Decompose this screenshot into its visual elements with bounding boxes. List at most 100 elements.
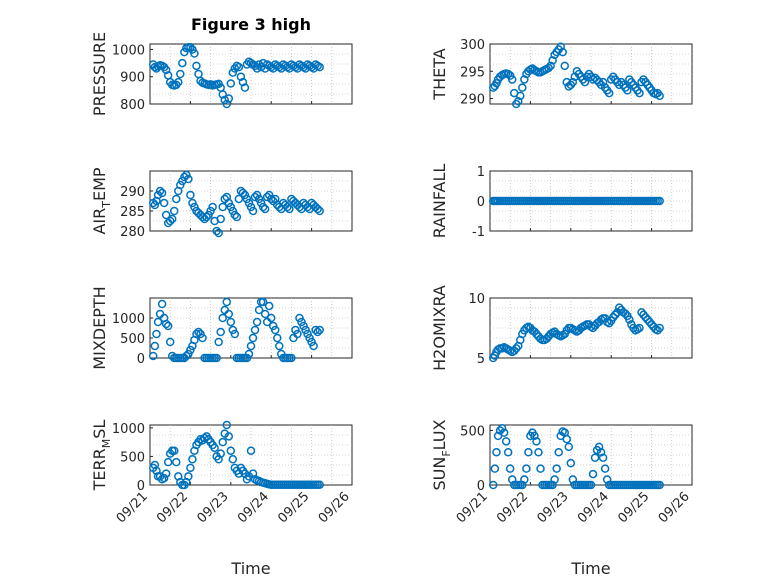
data-point	[184, 349, 193, 359]
y-tick-label: 0	[137, 352, 145, 367]
data-point	[623, 86, 632, 95]
data-point	[196, 329, 205, 339]
x-axis-label: Time	[230, 559, 270, 578]
data-point	[159, 473, 169, 483]
data-point	[307, 337, 316, 347]
data-point	[163, 457, 173, 467]
y-tick-label: 295	[460, 65, 485, 80]
data-point	[291, 325, 300, 335]
y-tick-label: 280	[120, 225, 145, 240]
y-tick-label: 1	[477, 165, 485, 180]
data-point	[214, 337, 223, 347]
data-point	[655, 323, 664, 333]
data-point	[190, 202, 199, 212]
data-point	[218, 202, 227, 212]
y-tick-label: 0	[137, 479, 145, 494]
subplot-7: 0 500 09/21 09/22 09/23 09/24 09/25 09/26 SUNFLU…	[430, 419, 693, 578]
data-point	[234, 62, 244, 72]
data-point	[558, 47, 567, 57]
data-point	[524, 448, 533, 457]
data-point	[234, 194, 244, 204]
x-tick-label: 09/26	[316, 489, 353, 526]
y-tick-label: 290	[460, 93, 485, 108]
data-point	[530, 431, 539, 441]
data-point	[148, 351, 158, 361]
data-point	[174, 77, 183, 87]
y-axis-label: THETA	[430, 48, 449, 100]
data-point	[246, 446, 256, 455]
y-tick-label: -1	[472, 225, 485, 240]
data-point	[520, 475, 529, 484]
data-point	[212, 226, 221, 236]
data-point	[226, 317, 236, 327]
data-point	[499, 428, 509, 437]
data-point	[224, 432, 234, 441]
data-point	[222, 297, 232, 307]
y-axis-label: H2OMIXRA	[430, 285, 449, 371]
data-point	[152, 329, 161, 339]
data-point	[301, 325, 310, 335]
data-point	[315, 62, 324, 72]
data-point	[548, 56, 557, 65]
data-point	[299, 321, 308, 331]
data-point	[653, 326, 662, 335]
data-point	[204, 210, 213, 220]
data-point	[226, 202, 236, 212]
data-point	[180, 172, 189, 182]
data-point	[252, 190, 262, 200]
subplot-2: 280 285 290 AIRTEMP	[90, 167, 353, 240]
data-point	[598, 453, 608, 462]
data-point	[169, 206, 179, 216]
data-point	[262, 192, 272, 202]
x-tick-label: 09/22	[494, 489, 531, 526]
data-point	[206, 206, 215, 216]
data-point	[635, 323, 644, 333]
data-point	[216, 214, 225, 224]
data-point	[562, 434, 572, 444]
y-tick-label: 10	[468, 292, 485, 307]
data-point	[602, 475, 612, 484]
data-point	[198, 333, 207, 343]
subplot-6: 0 500 1000 09/21 09/22 09/23 09/24 09/25 09/26 TE…	[90, 420, 353, 578]
data-point	[315, 206, 324, 216]
data-point	[625, 315, 634, 324]
data-point	[232, 212, 242, 222]
data-point	[246, 202, 256, 212]
y-tick-label: 0	[477, 195, 485, 210]
data-point	[188, 198, 197, 208]
data-point	[182, 170, 191, 180]
x-tick-label: 09/25	[275, 489, 312, 526]
data-point	[228, 325, 238, 335]
data-point	[604, 88, 614, 98]
data-point	[505, 464, 515, 473]
data-point	[176, 180, 185, 190]
data-point	[190, 49, 199, 58]
subplot-1: 290 295 300 THETA	[430, 38, 693, 109]
y-tick-label: 1000	[112, 422, 145, 437]
data-point	[313, 327, 322, 337]
data-point	[244, 198, 254, 208]
data-point	[266, 313, 276, 323]
data-point	[161, 65, 171, 75]
data-point	[655, 91, 664, 101]
data-point	[254, 194, 264, 204]
data-point	[256, 198, 266, 208]
subplot-3: -1 0 1 RAINFALL	[430, 164, 693, 240]
data-point	[163, 321, 173, 331]
data-point	[188, 455, 197, 464]
data-point	[516, 91, 525, 101]
data-point	[238, 188, 248, 198]
y-tick-label: 285	[120, 205, 145, 220]
data-point	[264, 301, 274, 311]
x-tick-label: 09/24	[235, 489, 272, 526]
x-tick-label: 09/25	[615, 489, 652, 526]
data-point	[260, 204, 270, 214]
data-point	[230, 210, 240, 220]
data-point	[534, 448, 543, 457]
data-point	[275, 341, 284, 351]
data-point	[152, 466, 161, 475]
data-point	[655, 480, 664, 490]
data-point	[268, 321, 278, 331]
data-point	[150, 341, 160, 351]
